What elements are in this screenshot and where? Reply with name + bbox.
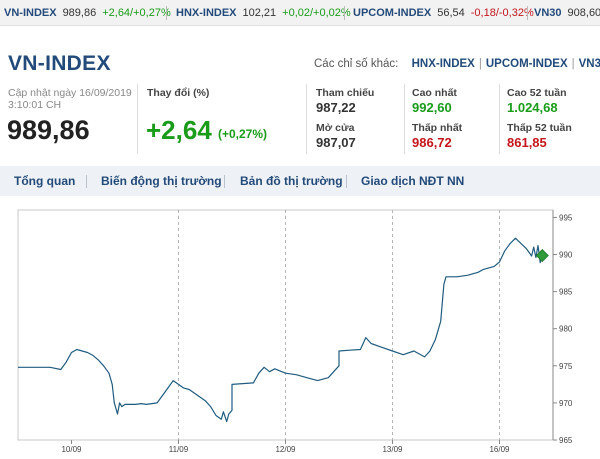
tab-bar: Tổng quan Biến động thị trường Bản đồ th… <box>0 166 600 196</box>
tab-divider <box>224 175 225 188</box>
ticker-value: 908,60 <box>567 7 600 19</box>
divider <box>499 84 500 154</box>
ticker-name: HNX-INDEX <box>176 7 237 19</box>
y-tick-label: 995 <box>559 213 573 222</box>
update-date: Cập nhật ngày 16/09/2019 <box>8 87 132 99</box>
y-tick-label: 985 <box>559 288 573 297</box>
other-indices: Các chỉ số khác: HNX-INDEX | UPCOM-INDEX | V… <box>314 58 600 70</box>
ticker-bar: VN-INDEX 989,86 +2,64/+0,27% HNX-INDEX 102,… <box>0 0 600 26</box>
tab-foreign-trading[interactable]: Giao dịch NĐT NN <box>361 174 465 188</box>
low52-label: Thấp 52 tuần <box>507 122 572 134</box>
x-tick-label: 11/09 <box>169 445 189 454</box>
low-value: 986,72 <box>412 135 452 150</box>
divider <box>404 84 405 154</box>
ticker-item-upcomindex[interactable]: UPCOM-INDEX 56,54 -0,18/-0,32% <box>353 7 534 19</box>
ticker-item-vn30[interactable]: VN30 908,60 <box>534 7 600 19</box>
page-title: VN-INDEX <box>8 52 111 75</box>
ticker-name: VN-INDEX <box>4 7 57 19</box>
ticker-value: 989,86 <box>62 7 97 19</box>
open-value: 987,07 <box>316 135 356 150</box>
y-tick-label: 965 <box>559 436 573 445</box>
series-line <box>18 237 543 423</box>
ref-label: Tham chiếu <box>316 87 375 99</box>
tab-overview[interactable]: Tổng quan <box>14 174 76 188</box>
ticker-name: VN30 <box>534 7 562 19</box>
ticker-item-hnxindex[interactable]: HNX-INDEX 102,21 +0,02/+0,02% <box>176 7 351 19</box>
tab-divider <box>346 175 347 188</box>
y-tick-label: 990 <box>559 251 573 260</box>
x-tick-label: 12/09 <box>275 445 296 454</box>
link-vn30[interactable]: VN30 <box>578 58 600 70</box>
other-indices-label: Các chỉ số khác: <box>314 58 399 70</box>
last-price-marker <box>535 248 549 263</box>
link-hnx-index[interactable]: HNX-INDEX <box>411 58 475 70</box>
ticker-divider <box>344 6 345 20</box>
y-tick-label: 970 <box>559 399 573 408</box>
tab-market-movement[interactable]: Biến động thị trường <box>101 174 222 188</box>
ticker-name: UPCOM-INDEX <box>353 7 432 19</box>
link-upcom-index[interactable]: UPCOM-INDEX <box>485 58 568 70</box>
tab-market-map[interactable]: Bản đồ thị trường <box>240 174 343 188</box>
x-tick-label: 10/09 <box>61 445 82 454</box>
ticker-change: +0,02/+0,02% <box>282 7 351 19</box>
high52-value: 1.024,68 <box>507 100 558 115</box>
ticker-value: 56,54 <box>437 7 465 19</box>
ticker-value: 102,21 <box>242 7 277 19</box>
divider <box>137 84 138 154</box>
x-tick-label: 13/09 <box>382 445 403 454</box>
change-label: Thay đổi (%) <box>147 87 210 99</box>
index-price: 989,86 <box>7 115 90 145</box>
high52-label: Cao 52 tuần <box>507 87 567 99</box>
high-value: 992,60 <box>412 100 452 115</box>
tab-divider <box>86 175 87 188</box>
ticker-divider <box>166 6 167 20</box>
update-time: Cập nhật ngày 16/09/2019 3:10:01 CH <box>8 87 132 111</box>
update-clock: 3:10:01 CH <box>8 99 62 111</box>
ref-value: 987,22 <box>316 100 356 115</box>
low-label: Thấp nhất <box>412 122 463 134</box>
divider <box>306 84 307 154</box>
low52-value: 861,85 <box>507 135 547 150</box>
y-tick-label: 980 <box>559 325 573 334</box>
ticker-item-vnindex[interactable]: VN-INDEX 989,86 +2,64/+0,27% <box>4 7 171 19</box>
change-value: +2,64 <box>146 115 212 145</box>
index-line-chart: 10/09 11/09 12/09 13/09 16/09 965 970 975 980 985… <box>17 209 573 454</box>
ticker-divider <box>527 6 528 20</box>
high-label: Cao nhất <box>412 87 457 99</box>
y-tick-label: 975 <box>559 362 573 371</box>
x-tick-label: 16/09 <box>489 445 510 454</box>
ticker-change: -0,18/-0,32% <box>470 7 534 19</box>
change-percent: (+0,27%) <box>218 127 268 141</box>
open-label: Mở cửa <box>316 122 355 134</box>
ticker-change: +2,64/+0,27% <box>102 7 171 19</box>
